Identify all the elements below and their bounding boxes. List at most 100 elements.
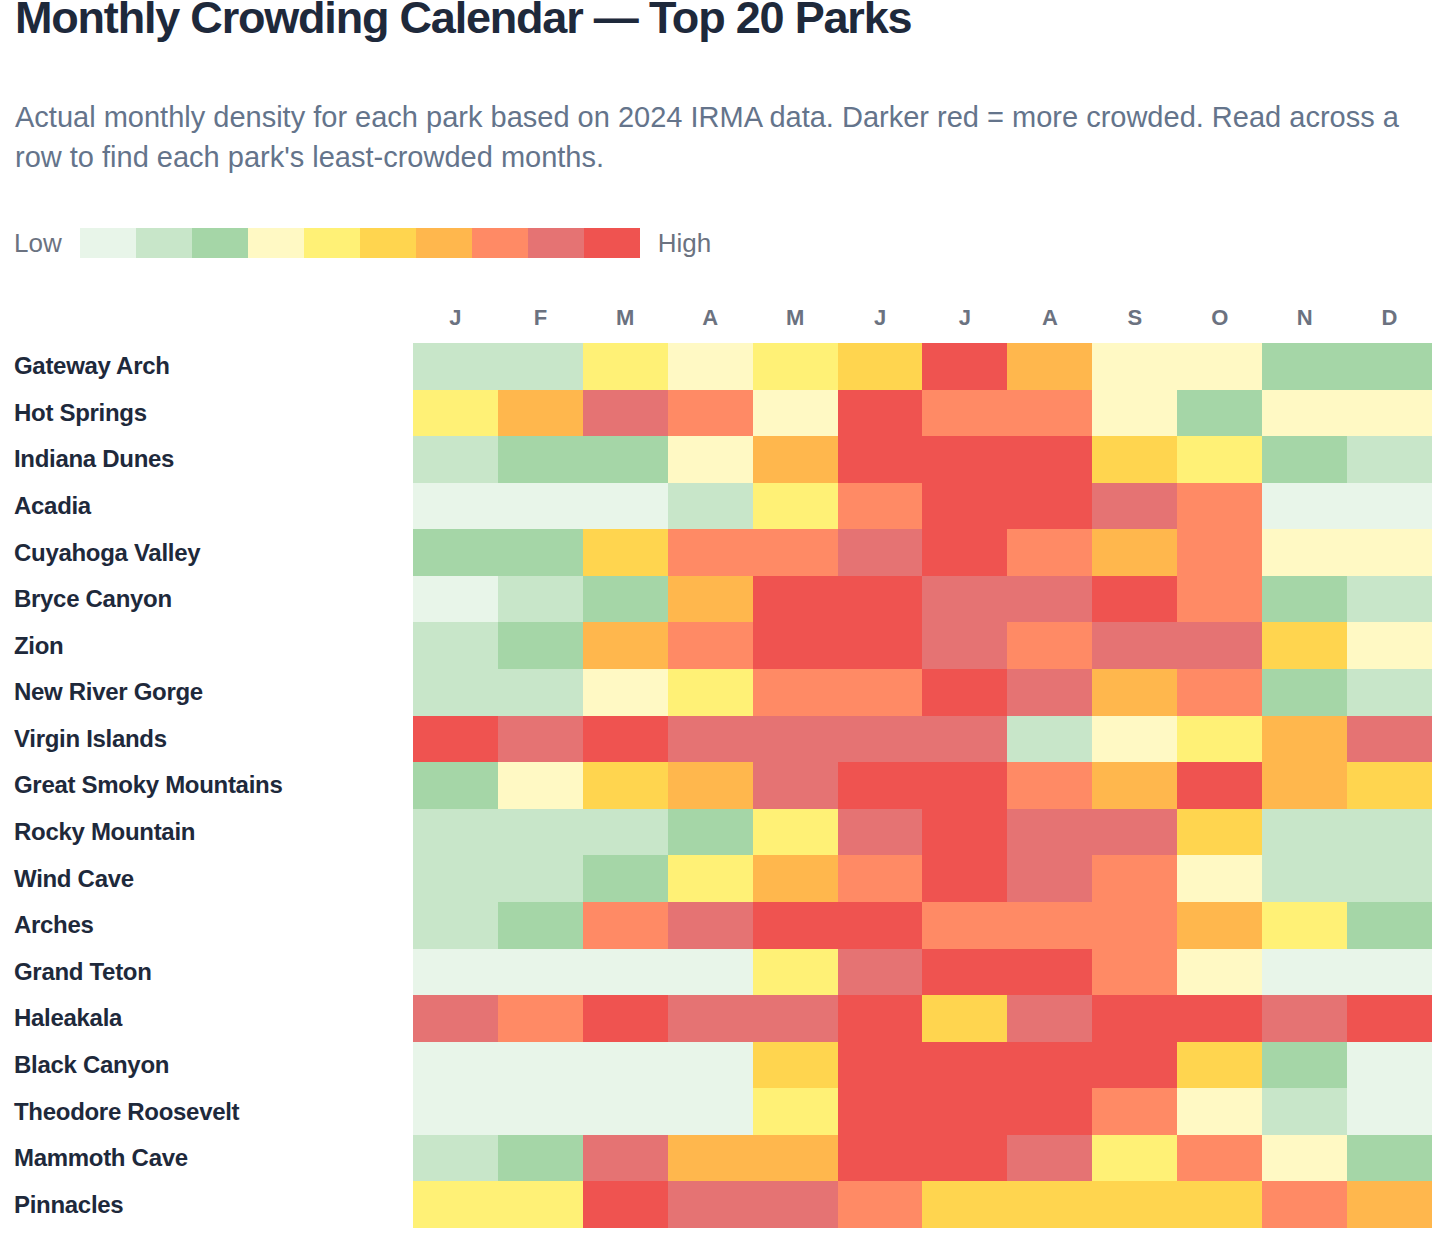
heatmap-cell — [838, 762, 923, 809]
heatmap-cell — [1092, 809, 1177, 856]
heatmap-cell — [668, 390, 753, 437]
heatmap-cell — [1347, 1181, 1432, 1228]
legend-swatch — [472, 228, 528, 258]
heatmap-cell — [1262, 1181, 1347, 1228]
heatmap-cell — [498, 716, 583, 763]
heatmap-cell — [498, 855, 583, 902]
park-label: Cuyahoga Valley — [14, 529, 404, 576]
heatmap-cell — [1007, 762, 1092, 809]
heatmap-cell — [668, 1135, 753, 1182]
heatmap-cell — [583, 902, 668, 949]
heatmap-cell — [668, 902, 753, 949]
heatmap-cell — [583, 1088, 668, 1135]
heatmap-cell — [1177, 1135, 1262, 1182]
month-label: F — [498, 303, 583, 333]
month-label: A — [1007, 303, 1092, 333]
heatmap-cell — [413, 855, 498, 902]
heatmap-cell — [1347, 436, 1432, 483]
heatmap-cell — [1177, 576, 1262, 623]
heatmap-cell — [1092, 529, 1177, 576]
legend-swatch — [248, 228, 304, 258]
heatmap-cell — [1092, 949, 1177, 996]
heatmap-cell — [838, 995, 923, 1042]
legend-color-bar — [80, 228, 640, 258]
park-label: Black Canyon — [14, 1042, 404, 1089]
heatmap-cell — [838, 669, 923, 716]
heatmap-cell — [1007, 855, 1092, 902]
heatmap-cell — [1007, 902, 1092, 949]
heatmap-cell — [413, 995, 498, 1042]
park-label: Acadia — [14, 483, 404, 530]
heatmap-cell — [583, 390, 668, 437]
heatmap-cell — [753, 809, 838, 856]
page: Monthly Crowding Calendar — Top 20 Parks… — [0, 0, 1440, 1240]
heatmap-cell — [498, 809, 583, 856]
color-legend: Low High — [14, 228, 711, 258]
heatmap-cell — [1177, 343, 1262, 390]
heatmap-cell — [1177, 995, 1262, 1042]
heatmap-cell — [838, 390, 923, 437]
heatmap-cell — [413, 762, 498, 809]
heatmap-cell — [498, 902, 583, 949]
heatmap-cell — [1177, 716, 1262, 763]
heatmap-cell — [498, 483, 583, 530]
park-label: Pinnacles — [14, 1181, 404, 1228]
heatmap-cell — [498, 1088, 583, 1135]
heatmap-cell — [1262, 390, 1347, 437]
heatmap-cell — [1007, 995, 1092, 1042]
heatmap-cell — [753, 762, 838, 809]
month-label: D — [1347, 303, 1432, 333]
heatmap-cell — [583, 343, 668, 390]
park-label: Zion — [14, 622, 404, 669]
heatmap-cell — [583, 995, 668, 1042]
heatmap-cell — [1092, 995, 1177, 1042]
heatmap-cell — [838, 1088, 923, 1135]
heatmap-cell — [413, 669, 498, 716]
heatmap-cell — [498, 669, 583, 716]
heatmap-cell — [413, 1181, 498, 1228]
legend-swatch — [304, 228, 360, 258]
heatmap-cell — [583, 669, 668, 716]
heatmap-cell — [1092, 669, 1177, 716]
heatmap-cell — [1262, 576, 1347, 623]
heatmap-cell — [1347, 995, 1432, 1042]
heatmap-cell — [1177, 1181, 1262, 1228]
heatmap-cell — [668, 343, 753, 390]
heatmap-cell — [1007, 576, 1092, 623]
legend-swatch — [80, 228, 136, 258]
heatmap-cell — [838, 1135, 923, 1182]
heatmap-cell — [753, 483, 838, 530]
heatmap-cell — [1262, 343, 1347, 390]
heatmap-cell — [1262, 809, 1347, 856]
heatmap-cell — [1262, 483, 1347, 530]
heatmap-cell — [498, 390, 583, 437]
heatmap-cell — [668, 855, 753, 902]
month-label: J — [838, 303, 923, 333]
heatmap-cell — [753, 343, 838, 390]
heatmap-cell — [753, 995, 838, 1042]
heatmap-cell — [1262, 1135, 1347, 1182]
heatmap-cell — [1007, 716, 1092, 763]
heatmap-cell — [1262, 995, 1347, 1042]
heatmap-cell — [838, 716, 923, 763]
park-label: Virgin Islands — [14, 716, 404, 763]
heatmap-cell — [1262, 1088, 1347, 1135]
heatmap-cell — [922, 716, 1007, 763]
heatmap-cell — [1092, 576, 1177, 623]
heatmap-cell — [1092, 902, 1177, 949]
heatmap-cell — [1262, 669, 1347, 716]
heatmap-cell — [1347, 855, 1432, 902]
park-label: Theodore Roosevelt — [14, 1088, 404, 1135]
heatmap-cell — [1347, 762, 1432, 809]
heatmap-cell — [668, 669, 753, 716]
heatmap-grid — [413, 343, 1432, 1228]
heatmap-cell — [413, 390, 498, 437]
heatmap-cell — [413, 716, 498, 763]
heatmap-cell — [753, 902, 838, 949]
month-label: A — [668, 303, 753, 333]
heatmap-cell — [413, 343, 498, 390]
legend-swatch — [136, 228, 192, 258]
heatmap-cell — [1177, 949, 1262, 996]
heatmap-cell — [1007, 949, 1092, 996]
heatmap-cell — [1177, 483, 1262, 530]
